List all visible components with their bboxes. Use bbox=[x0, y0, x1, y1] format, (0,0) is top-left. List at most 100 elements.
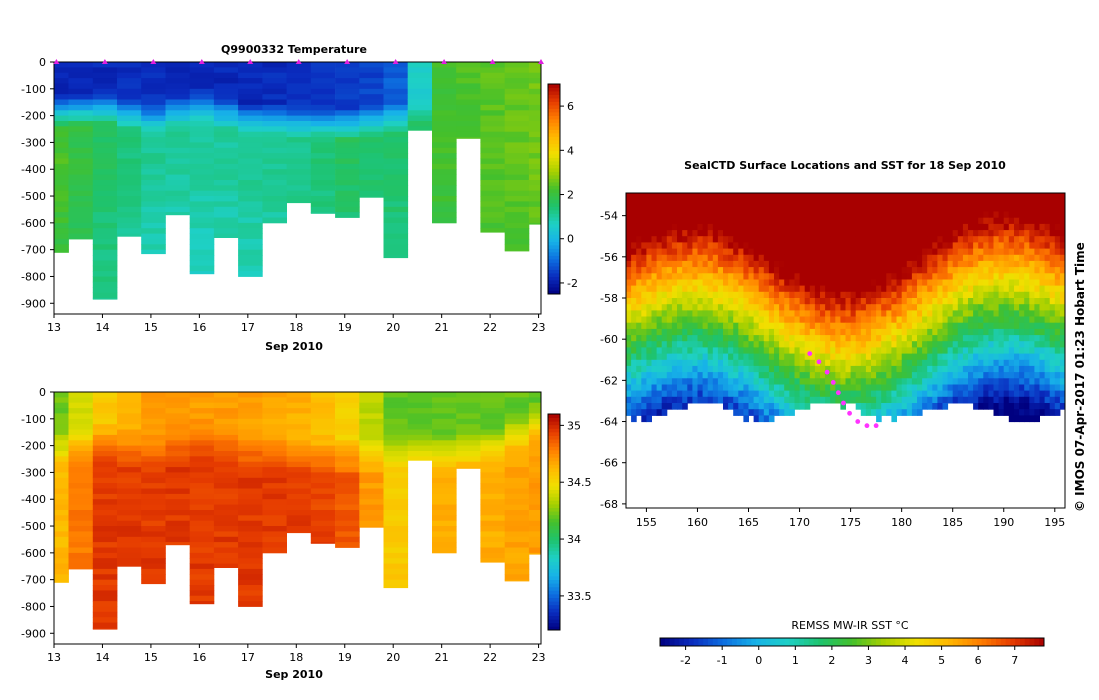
sst-cell bbox=[712, 248, 719, 256]
sst-cell bbox=[804, 260, 811, 268]
heatmap-cell bbox=[68, 72, 94, 79]
heatmap-cell bbox=[238, 94, 263, 100]
sst-cell bbox=[962, 372, 969, 379]
sst-cell bbox=[881, 409, 887, 416]
heatmap-cell bbox=[480, 147, 505, 154]
heatmap-cell bbox=[432, 94, 457, 100]
sst-cell bbox=[631, 260, 637, 268]
heatmap-cell bbox=[117, 477, 142, 484]
sst-cell bbox=[666, 403, 673, 410]
y-tick-label: -62 bbox=[600, 374, 618, 387]
sst-cell bbox=[702, 236, 709, 243]
colorbar-swatch bbox=[548, 554, 560, 559]
sst-cell bbox=[968, 384, 974, 392]
heatmap-cell bbox=[238, 440, 263, 447]
heatmap-cell bbox=[213, 201, 239, 208]
sst-cell bbox=[707, 390, 714, 398]
heatmap-cell bbox=[480, 510, 505, 516]
heatmap-cell bbox=[528, 520, 542, 527]
colorbar-swatch bbox=[548, 122, 560, 127]
heatmap-cell bbox=[92, 574, 118, 581]
sst-cell bbox=[998, 341, 1005, 348]
heatmap-cell bbox=[456, 83, 481, 90]
sst-cell bbox=[901, 409, 908, 416]
heatmap-cell bbox=[68, 190, 94, 197]
sst-cell bbox=[993, 267, 1000, 274]
heatmap-cell bbox=[335, 504, 360, 511]
sst-cell bbox=[911, 260, 918, 268]
sst-cell bbox=[738, 291, 744, 299]
heatmap-cell bbox=[286, 510, 312, 516]
heatmap-cell bbox=[92, 260, 118, 267]
sst-cell bbox=[860, 353, 867, 361]
sst-cell bbox=[748, 217, 755, 225]
sst-cell bbox=[906, 365, 913, 373]
sst-cell bbox=[814, 193, 821, 200]
heatmap-cell bbox=[141, 137, 166, 143]
sst-cell bbox=[733, 316, 739, 324]
sst-cell bbox=[768, 248, 775, 256]
y-tick-label: 0 bbox=[39, 56, 46, 69]
sst-cell bbox=[1039, 341, 1046, 348]
sst-cell bbox=[881, 365, 887, 373]
sst-cell bbox=[973, 273, 979, 280]
heatmap-cell bbox=[383, 520, 409, 527]
sst-cell bbox=[799, 279, 806, 287]
sst-cell bbox=[758, 359, 765, 367]
sst-cell bbox=[789, 390, 795, 398]
colorbar-swatch bbox=[717, 638, 723, 646]
heatmap-cell bbox=[480, 434, 505, 441]
sst-cell bbox=[845, 310, 852, 318]
colorbar-swatch bbox=[548, 464, 560, 469]
sst-cell bbox=[626, 396, 632, 404]
heatmap-cell bbox=[68, 488, 94, 495]
sst-cell bbox=[763, 193, 770, 200]
heatmap-cell bbox=[383, 169, 409, 175]
heatmap-cell bbox=[335, 499, 360, 505]
sst-cell bbox=[646, 254, 652, 262]
sst-cell bbox=[1049, 353, 1056, 361]
sst-cell bbox=[1029, 372, 1035, 379]
sst-cell bbox=[1024, 230, 1030, 237]
sst-cell bbox=[814, 273, 821, 280]
sst-cell bbox=[651, 291, 658, 299]
sst-cell bbox=[942, 267, 949, 274]
heatmap-cell bbox=[335, 413, 360, 420]
sst-cell bbox=[1003, 304, 1010, 311]
heatmap-cell bbox=[117, 547, 142, 554]
sst-cell bbox=[881, 279, 887, 287]
salinity-plot-frame bbox=[53, 391, 542, 645]
sst-cell bbox=[677, 322, 683, 330]
sst-cell bbox=[717, 378, 724, 385]
sst-cell bbox=[758, 291, 765, 299]
sst-cell bbox=[682, 260, 688, 268]
heatmap-cell bbox=[54, 110, 69, 117]
heatmap-cell bbox=[165, 408, 191, 414]
sst-cell bbox=[743, 199, 749, 206]
sst-cell bbox=[968, 242, 974, 250]
sst-cell bbox=[891, 236, 897, 243]
colorbar-swatch bbox=[548, 94, 560, 99]
sst-cell bbox=[998, 396, 1005, 404]
sst-cell bbox=[1054, 403, 1061, 410]
sst-cell bbox=[1003, 291, 1010, 299]
sst-cell bbox=[814, 353, 821, 361]
sst-cell bbox=[1034, 291, 1040, 299]
heatmap-cell bbox=[92, 131, 118, 138]
sst-cell bbox=[993, 248, 1000, 256]
sst-cell bbox=[692, 316, 698, 324]
sst-cell bbox=[799, 211, 806, 219]
sst-cell bbox=[753, 328, 760, 336]
heatmap-cell bbox=[310, 397, 336, 404]
sst-cell bbox=[957, 396, 964, 404]
sst-cell bbox=[651, 353, 658, 361]
sst-cell bbox=[906, 217, 913, 225]
sst-cell bbox=[896, 298, 903, 305]
sst-cell bbox=[911, 378, 918, 385]
heatmap-cell bbox=[238, 260, 263, 267]
sst-cell bbox=[656, 273, 663, 280]
colorbar-swatch bbox=[548, 154, 560, 158]
sst-cell bbox=[789, 217, 795, 225]
colorbar-swatch bbox=[794, 638, 800, 646]
heatmap-cell bbox=[456, 131, 481, 138]
